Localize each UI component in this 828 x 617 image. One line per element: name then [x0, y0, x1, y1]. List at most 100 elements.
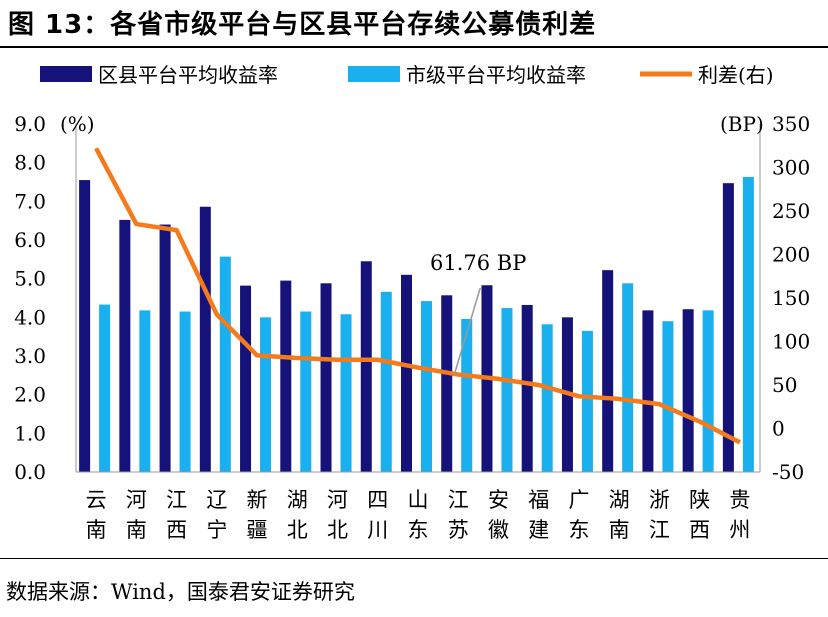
- left-tick-label-0: 0.0: [14, 460, 46, 484]
- x-tick-label-14-1: 江: [649, 518, 670, 542]
- right-unit-label: (BP): [720, 112, 764, 136]
- legend-swatch-0: [40, 66, 92, 82]
- legend-label-1: 市级平台平均收益率: [406, 63, 586, 87]
- bar-city-16: [742, 176, 754, 472]
- axes-group: 0.0 1.0 2.0 3.0 4.0 5.0 6.0 7.0 8.0 9.0 -50 0 50 100 1…: [14, 112, 810, 542]
- right-tick-label-3: 100: [772, 330, 810, 354]
- x-tick-label-10-0: 安: [488, 488, 509, 512]
- x-tick-label-8-1: 东: [408, 518, 429, 542]
- left-tick-label-6: 6.0: [14, 228, 46, 252]
- annotation-label: 61.76 BP: [430, 251, 526, 275]
- annotation-leader: [453, 287, 481, 375]
- bar-county-6: [320, 283, 332, 472]
- bar-group: [79, 176, 754, 473]
- legend-swatch-1: [348, 66, 400, 82]
- chart-svg: 区县平台平均收益率 市级平台平均收益率 利差(右) 0.0 1.0 2.0 3.0 4.0 5…: [14, 63, 810, 542]
- x-tick-label-3-0: 辽: [206, 488, 227, 512]
- bar-county-14: [642, 310, 654, 472]
- left-tick-label-1: 1.0: [14, 421, 46, 445]
- x-tick-label-7-0: 四: [367, 488, 388, 512]
- x-tick-label-12-1: 东: [568, 518, 589, 542]
- bar-city-15: [702, 310, 714, 472]
- bar-city-4: [260, 317, 272, 472]
- x-tick-label-6-1: 北: [327, 518, 348, 542]
- bar-city-1: [139, 310, 151, 472]
- right-tick-label-1: 0: [772, 417, 785, 441]
- bar-county-1: [119, 219, 131, 472]
- x-tick-label-0-0: 云: [86, 488, 107, 512]
- title-divider: [0, 46, 828, 48]
- right-tick-label-7: 300: [772, 156, 810, 180]
- bar-county-3: [199, 206, 211, 472]
- bar-city-3: [219, 256, 231, 472]
- bar-city-6: [340, 314, 352, 472]
- legend: 区县平台平均收益率 市级平台平均收益率 利差(右): [40, 63, 774, 87]
- bar-city-14: [662, 321, 674, 472]
- line-group: [94, 147, 741, 445]
- x-tick-label-13-0: 湖: [609, 488, 630, 512]
- left-tick-label-3: 3.0: [14, 344, 46, 368]
- bar-city-10: [501, 308, 513, 472]
- bar-county-7: [360, 261, 372, 472]
- bar-county-4: [240, 285, 252, 472]
- x-tick-label-9-1: 苏: [448, 518, 469, 542]
- bar-city-11: [541, 324, 553, 472]
- right-tick-label-0: -50: [772, 460, 804, 484]
- source-note: 数据来源：Wind，国泰君安证券研究: [6, 580, 355, 604]
- x-tick-label-4-1: 疆: [247, 518, 268, 542]
- x-tick-label-0-1: 南: [86, 518, 107, 542]
- legend-label-2: 利差(右): [698, 63, 774, 87]
- x-tick-label-14-0: 浙: [649, 488, 670, 512]
- x-tick-label-4-0: 新: [247, 488, 268, 512]
- x-tick-label-6-0: 河: [327, 488, 348, 512]
- bar-county-15: [682, 309, 694, 472]
- right-tick-label-6: 250: [772, 199, 810, 223]
- x-tick-label-13-1: 南: [609, 518, 630, 542]
- left-tick-label-2: 2.0: [14, 383, 46, 407]
- bar-county-16: [722, 183, 734, 472]
- right-tick-label-2: 50: [772, 373, 797, 397]
- left-tick-label-4: 4.0: [14, 305, 46, 329]
- x-tick-label-11-1: 建: [528, 518, 549, 542]
- right-tick-label-8: 350: [772, 112, 810, 136]
- bar-city-9: [461, 318, 473, 472]
- x-tick-label-7-1: 川: [367, 518, 388, 542]
- x-tick-label-2-1: 西: [166, 518, 187, 542]
- bar-county-11: [521, 304, 533, 472]
- x-tick-label-8-0: 山: [408, 488, 429, 512]
- x-tick-label-1-0: 河: [126, 488, 147, 512]
- legend-label-0: 区县平台平均收益率: [98, 63, 278, 87]
- right-tick-label-4: 150: [772, 286, 810, 310]
- x-tick-label-5-0: 湖: [287, 488, 308, 512]
- left-tick-label-8: 8.0: [14, 151, 46, 175]
- left-unit-label: (%): [60, 112, 95, 136]
- left-tick-label-9: 9.0: [14, 112, 46, 136]
- bar-city-5: [300, 311, 312, 472]
- bar-county-2: [159, 224, 171, 472]
- x-tick-label-2-0: 江: [166, 488, 187, 512]
- bar-county-5: [280, 280, 292, 472]
- annotation-group: 61.76 BP: [430, 251, 526, 375]
- bar-city-2: [179, 311, 191, 472]
- bar-county-0: [79, 180, 91, 473]
- bar-city-7: [380, 291, 392, 472]
- bar-city-8: [421, 301, 432, 472]
- x-tick-label-10-1: 徽: [488, 518, 509, 542]
- x-tick-label-1-1: 南: [126, 518, 147, 542]
- bar-county-13: [602, 270, 614, 472]
- x-tick-label-3-1: 宁: [206, 518, 227, 542]
- spread-line: [94, 147, 741, 445]
- bar-county-9: [441, 295, 453, 472]
- x-tick-label-15-1: 西: [689, 518, 710, 542]
- bar-city-12: [581, 330, 593, 472]
- x-tick-label-5-1: 北: [287, 518, 308, 542]
- x-tick-label-9-0: 江: [448, 488, 469, 512]
- bar-county-8: [401, 274, 412, 472]
- x-tick-label-12-0: 广: [568, 488, 589, 512]
- bar-city-13: [622, 283, 634, 472]
- left-tick-label-5: 5.0: [14, 267, 46, 291]
- chart-title: 图 13：各省市级平台与区县平台存续公募债利差: [8, 10, 597, 40]
- x-tick-label-15-0: 陕: [689, 488, 710, 512]
- right-tick-label-5: 200: [772, 243, 810, 267]
- source-divider: [0, 558, 828, 559]
